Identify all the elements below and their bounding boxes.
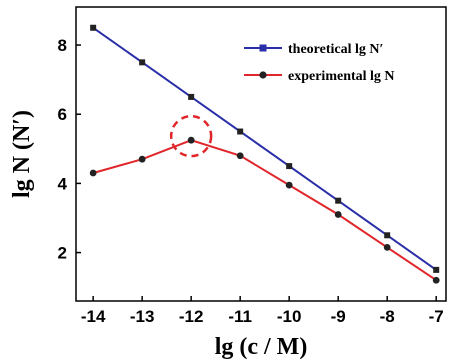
y-tick-label: 2 bbox=[58, 244, 67, 263]
plot-frame bbox=[75, 6, 447, 302]
data-point bbox=[90, 24, 97, 31]
x-tick-label: -9 bbox=[331, 307, 346, 326]
y-tick-label: 6 bbox=[58, 105, 67, 124]
x-tick-label: -7 bbox=[429, 307, 444, 326]
legend-marker-experimental bbox=[259, 71, 267, 79]
x-tick-label: -11 bbox=[228, 307, 252, 326]
series-layer bbox=[89, 24, 440, 284]
data-point bbox=[384, 232, 391, 239]
x-axis-title: lg (c / M) bbox=[215, 334, 308, 360]
data-point bbox=[237, 128, 244, 135]
data-point bbox=[432, 276, 440, 284]
data-point bbox=[188, 93, 195, 100]
y-axis-title: lg N (N′) bbox=[9, 110, 35, 198]
series-line-0 bbox=[92, 26, 437, 271]
data-point bbox=[433, 266, 440, 273]
highlight-dashed-circle bbox=[169, 114, 213, 158]
x-tick-label: -14 bbox=[81, 307, 106, 326]
axis-ticks: -14 -13 -12 -11 -10 -9 -8 -7 2 4 6 8 bbox=[58, 36, 444, 326]
series-line-1 bbox=[92, 139, 437, 282]
data-point bbox=[89, 169, 97, 177]
x-tick-label: -10 bbox=[277, 307, 302, 326]
data-point bbox=[285, 181, 293, 189]
legend-label-experimental: experimental lg N bbox=[288, 69, 395, 84]
data-point bbox=[383, 243, 391, 251]
y-tick-label: 4 bbox=[58, 174, 68, 193]
data-point bbox=[286, 163, 293, 170]
legend-label-theoretical: theoretical lg N′ bbox=[288, 42, 383, 57]
data-point bbox=[139, 59, 146, 66]
data-point bbox=[335, 197, 342, 204]
data-point bbox=[187, 136, 195, 144]
legend-marker-theoretical bbox=[259, 44, 267, 52]
data-point bbox=[334, 211, 342, 218]
x-tick-label: -8 bbox=[380, 307, 395, 326]
y-tick-label: 8 bbox=[58, 36, 67, 55]
x-tick-label: -12 bbox=[179, 307, 204, 326]
data-point bbox=[236, 152, 244, 160]
legend: theoretical lg N′ experimental lg N bbox=[244, 42, 395, 84]
x-tick-label: -13 bbox=[130, 307, 155, 326]
data-point bbox=[138, 155, 146, 163]
